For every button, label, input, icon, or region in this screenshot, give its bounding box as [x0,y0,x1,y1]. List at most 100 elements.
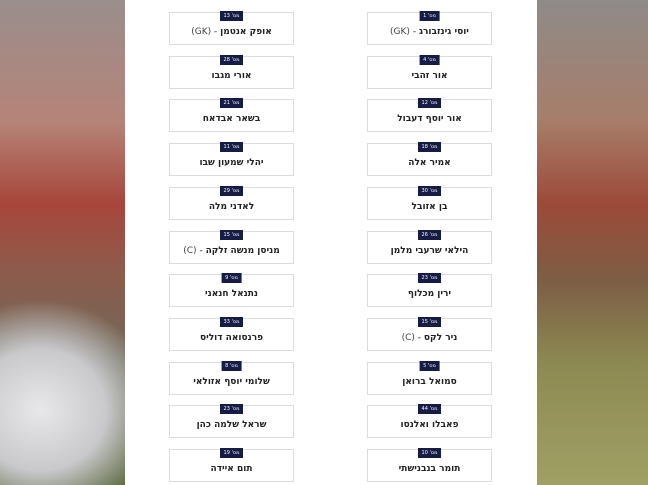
player-name: הילאי שרעבי מלמן [390,245,469,256]
badge-prefix: מס' [231,56,240,63]
player-number-badge: מס' 29 [219,185,244,196]
player-name: יוסי גינזבורג [418,27,469,37]
player-name-line: תומר בנבנישתי [368,464,491,474]
player-card: מס' 19 תום איידה [169,448,294,482]
player-name-line: הילאי שרעבי מלמן [368,246,491,256]
player-number-badge: מס' 10 [417,448,442,458]
badge-prefix: מס' [429,100,438,107]
player-number: 23 [421,275,428,282]
player-name-line: בן אזובל [368,202,491,212]
player-number: 23 [223,406,230,413]
badge-prefix: מס' [429,450,438,456]
player-name-line: לאדני מלה [170,202,293,212]
player-number: 19 [223,450,230,456]
badge-prefix: מס' [427,13,436,19]
player-number-badge: מס' 4 [419,54,440,65]
player-number-badge: מס' 19 [219,448,244,458]
player-role: (GK) [191,27,212,37]
player-name-line: מניסן מנשה זלקה - (C) [183,245,280,256]
player-name: שלומי יוסף אזולאי [193,376,270,387]
player-name-line: אור יוסף דעבול [368,114,491,124]
badge-prefix: מס' [429,144,438,151]
player-number-badge: מס' 11 [219,142,244,153]
player-name: אמיר אלה [408,158,451,169]
badge-prefix: מס' [429,406,438,413]
player-name: בן אזובל [411,201,448,212]
player-number-badge: מס' 26 [417,229,442,240]
player-name: ניר לקס [423,332,458,343]
player-name: תום איידה [210,464,253,474]
player-name-line: תום איידה [170,464,293,474]
player-card: מס' 1 יוסי גינזבורג - (GK) [367,11,492,45]
player-number-badge: מס' 15 [417,316,442,327]
player-card: מס' 11 יהלי שמעון שבו [169,142,294,177]
player-name-line: יהלי שמעון שבו [170,158,293,168]
player-name-line: יוסי גינזבורג - (GK) [390,27,469,37]
player-number: 12 [421,100,428,107]
player-card: מס' 30 בן אזובל [367,185,492,220]
player-name: פאבלו ואלנסו [400,420,459,431]
player-name-line: שלומי יוסף אזולאי [170,377,293,387]
player-number-badge: מס' 30 [417,185,442,196]
player-number: 1 [423,13,427,19]
player-number-badge: מס' 13 [219,11,244,21]
player-name-line: אור זהבי [368,71,491,81]
player-role: (C) [401,332,415,343]
player-name: מניסן מנשה זלקה [205,245,280,256]
player-name-line: בשאר אבדאח [170,114,293,124]
player-number-badge: מס' 23 [219,404,244,415]
player-name: לאדני מלה [208,201,255,212]
player-card: מס' 15 מניסן מנשה זלקה - (C) [169,229,294,264]
player-name: שראל שלמה כהן [196,420,267,431]
player-number: 21 [223,100,230,107]
player-number: 30 [421,187,428,194]
player-number-badge: מס' 44 [417,404,442,415]
player-number-badge: מס' 12 [417,98,442,109]
player-number-badge: מס' 15 [219,229,244,240]
player-name: בשאר אבדאח [202,114,261,125]
player-number-badge: מס' 28 [219,54,244,65]
player-name-line: אופק אנטמן - (GK) [191,27,272,37]
player-name-line: שראל שלמה כהן [170,420,293,430]
background-image-right [537,0,648,485]
player-number-badge: מס' 1 [419,11,440,21]
player-name: אור זהבי [411,70,448,81]
player-number: 15 [223,231,230,238]
player-number: 13 [223,13,230,19]
badge-prefix: מס' [231,13,240,19]
player-number-badge: מס' 8 [221,360,242,371]
player-number: 5 [423,362,427,369]
player-name-line: ירין מכלוף [368,289,491,299]
player-number: 8 [225,362,229,369]
player-name-line: נתנאל חנאני [170,289,293,299]
player-name: אורי מגבו [211,70,252,81]
badge-prefix: מס' [231,406,240,413]
player-name-line: ניר לקס - (C) [401,332,458,343]
player-number-badge: מס' 5 [419,360,440,371]
player-card: מס' 4 אור זהבי [367,54,492,89]
player-number: 26 [421,231,428,238]
badge-prefix: מס' [427,362,436,369]
player-name: סמואל ברואן [402,376,457,387]
player-card: מס' 21 בשאר אבדאח [169,98,294,133]
badge-prefix: מס' [229,362,238,369]
player-card: מס' 13 אופק אנטמן - (GK) [169,11,294,45]
player-number: 15 [421,318,428,325]
player-role: (GK) [390,27,410,37]
player-number: 4 [423,56,427,63]
player-role: (C) [183,245,197,256]
player-name: תומר בנבנישתי [398,464,461,474]
badge-prefix: מס' [231,318,240,325]
player-card: מס' 44 פאבלו ואלנסו [367,404,492,439]
player-name: יהלי שמעון שבו [199,158,264,169]
player-card: מס' 18 אמיר אלה [367,142,492,177]
badge-prefix: מס' [229,275,238,282]
badge-prefix: מס' [429,318,438,325]
player-name: ירין מכלוף [407,289,452,300]
badge-prefix: מס' [429,275,438,282]
player-number-badge: מס' 23 [417,273,442,284]
badge-prefix: מס' [429,187,438,194]
player-number: 9 [225,275,229,282]
player-card: מס' 8 שלומי יוסף אזולאי [169,360,294,395]
player-card: מס' 15 ניר לקס - (C) [367,316,492,351]
